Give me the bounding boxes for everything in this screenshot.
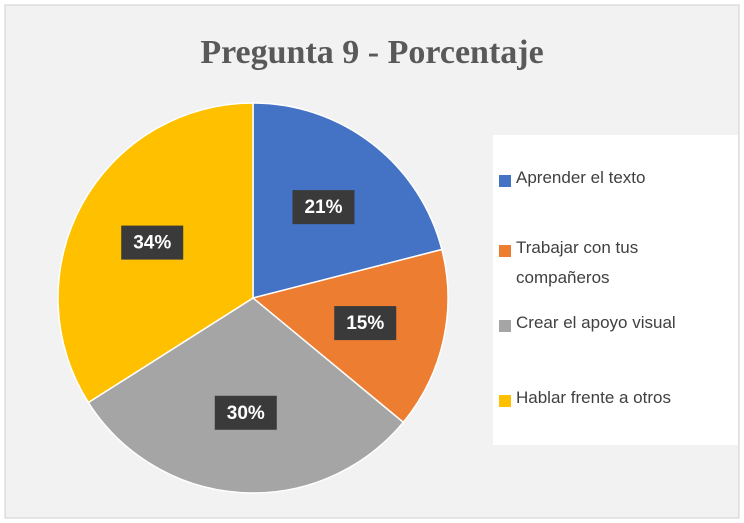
- legend-swatch: [499, 175, 511, 187]
- legend-item: Hablar frente a otros: [499, 388, 731, 413]
- data-label: 21%: [304, 197, 342, 218]
- data-label: 15%: [346, 313, 384, 334]
- data-label: 30%: [227, 403, 265, 424]
- legend-label: Hablar frente a otros: [516, 388, 671, 407]
- pie-slice: [87, 297, 405, 494]
- chart-title: Pregunta 9 - Porcentaje: [200, 34, 543, 71]
- legend-swatch: [499, 395, 511, 407]
- legend-item: Aprender el texto: [499, 168, 731, 193]
- legend-swatch: [499, 245, 511, 257]
- legend-label: Trabajar con tus compañeros: [516, 238, 639, 287]
- legend-label: Aprender el texto: [516, 168, 646, 187]
- data-label-box: [292, 190, 355, 225]
- legend: Aprender el texto Trabajar con tus compañ…: [493, 135, 738, 445]
- legend-label: Crear el apoyo visual: [516, 313, 676, 332]
- data-label: 34%: [133, 233, 171, 254]
- legend-swatch: [499, 320, 511, 332]
- data-label-box: [334, 306, 397, 341]
- legend-item: Trabajar con tus compañeros: [499, 238, 731, 293]
- data-label-box: [214, 395, 277, 430]
- legend-item: Crear el apoyo visual: [499, 313, 731, 338]
- data-label-box: [121, 225, 184, 260]
